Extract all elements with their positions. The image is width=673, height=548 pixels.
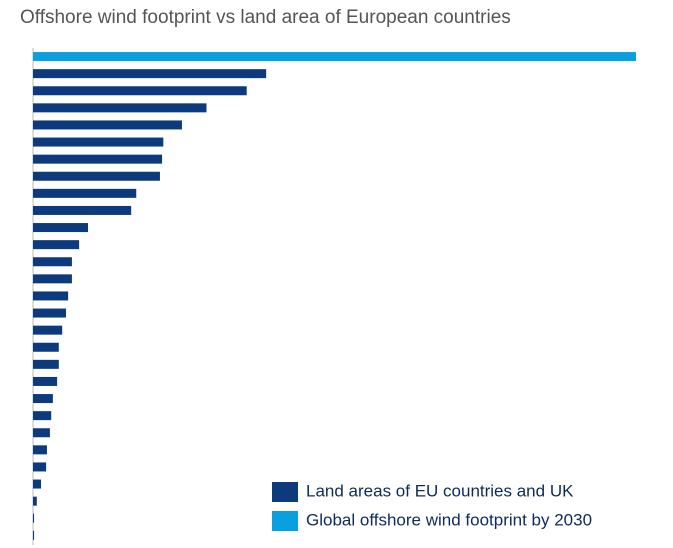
- legend-swatch: [272, 511, 298, 531]
- bar: [33, 394, 53, 404]
- bar: [33, 103, 207, 113]
- bar: [33, 205, 132, 215]
- legend-swatch: [272, 482, 298, 502]
- legend-label: Global offshore wind footprint by 2030: [306, 510, 592, 529]
- bar: [33, 52, 636, 62]
- bar: [33, 291, 69, 301]
- bar: [33, 376, 58, 386]
- chart-title: Offshore wind footprint vs land area of …: [20, 7, 511, 28]
- bar: [33, 308, 67, 318]
- bar: [33, 223, 89, 233]
- bar: [33, 188, 137, 198]
- bar: [33, 120, 182, 130]
- bar: [33, 240, 80, 250]
- bar: [33, 428, 50, 438]
- bar: [33, 137, 164, 147]
- bar: [33, 171, 160, 181]
- bar: [33, 445, 47, 455]
- bar: [33, 530, 35, 540]
- bar: [33, 69, 267, 79]
- bar: [33, 86, 247, 96]
- bar: [33, 462, 47, 472]
- legend-label: Land areas of EU countries and UK: [306, 481, 574, 500]
- bar: [33, 496, 37, 506]
- bar: [33, 479, 42, 489]
- bar: [33, 325, 63, 335]
- bar: [33, 359, 59, 369]
- bar: [33, 154, 163, 164]
- bar: [33, 257, 72, 267]
- bar: [33, 513, 35, 523]
- bar: [33, 411, 52, 421]
- bar: [33, 274, 72, 284]
- bar: [33, 342, 59, 352]
